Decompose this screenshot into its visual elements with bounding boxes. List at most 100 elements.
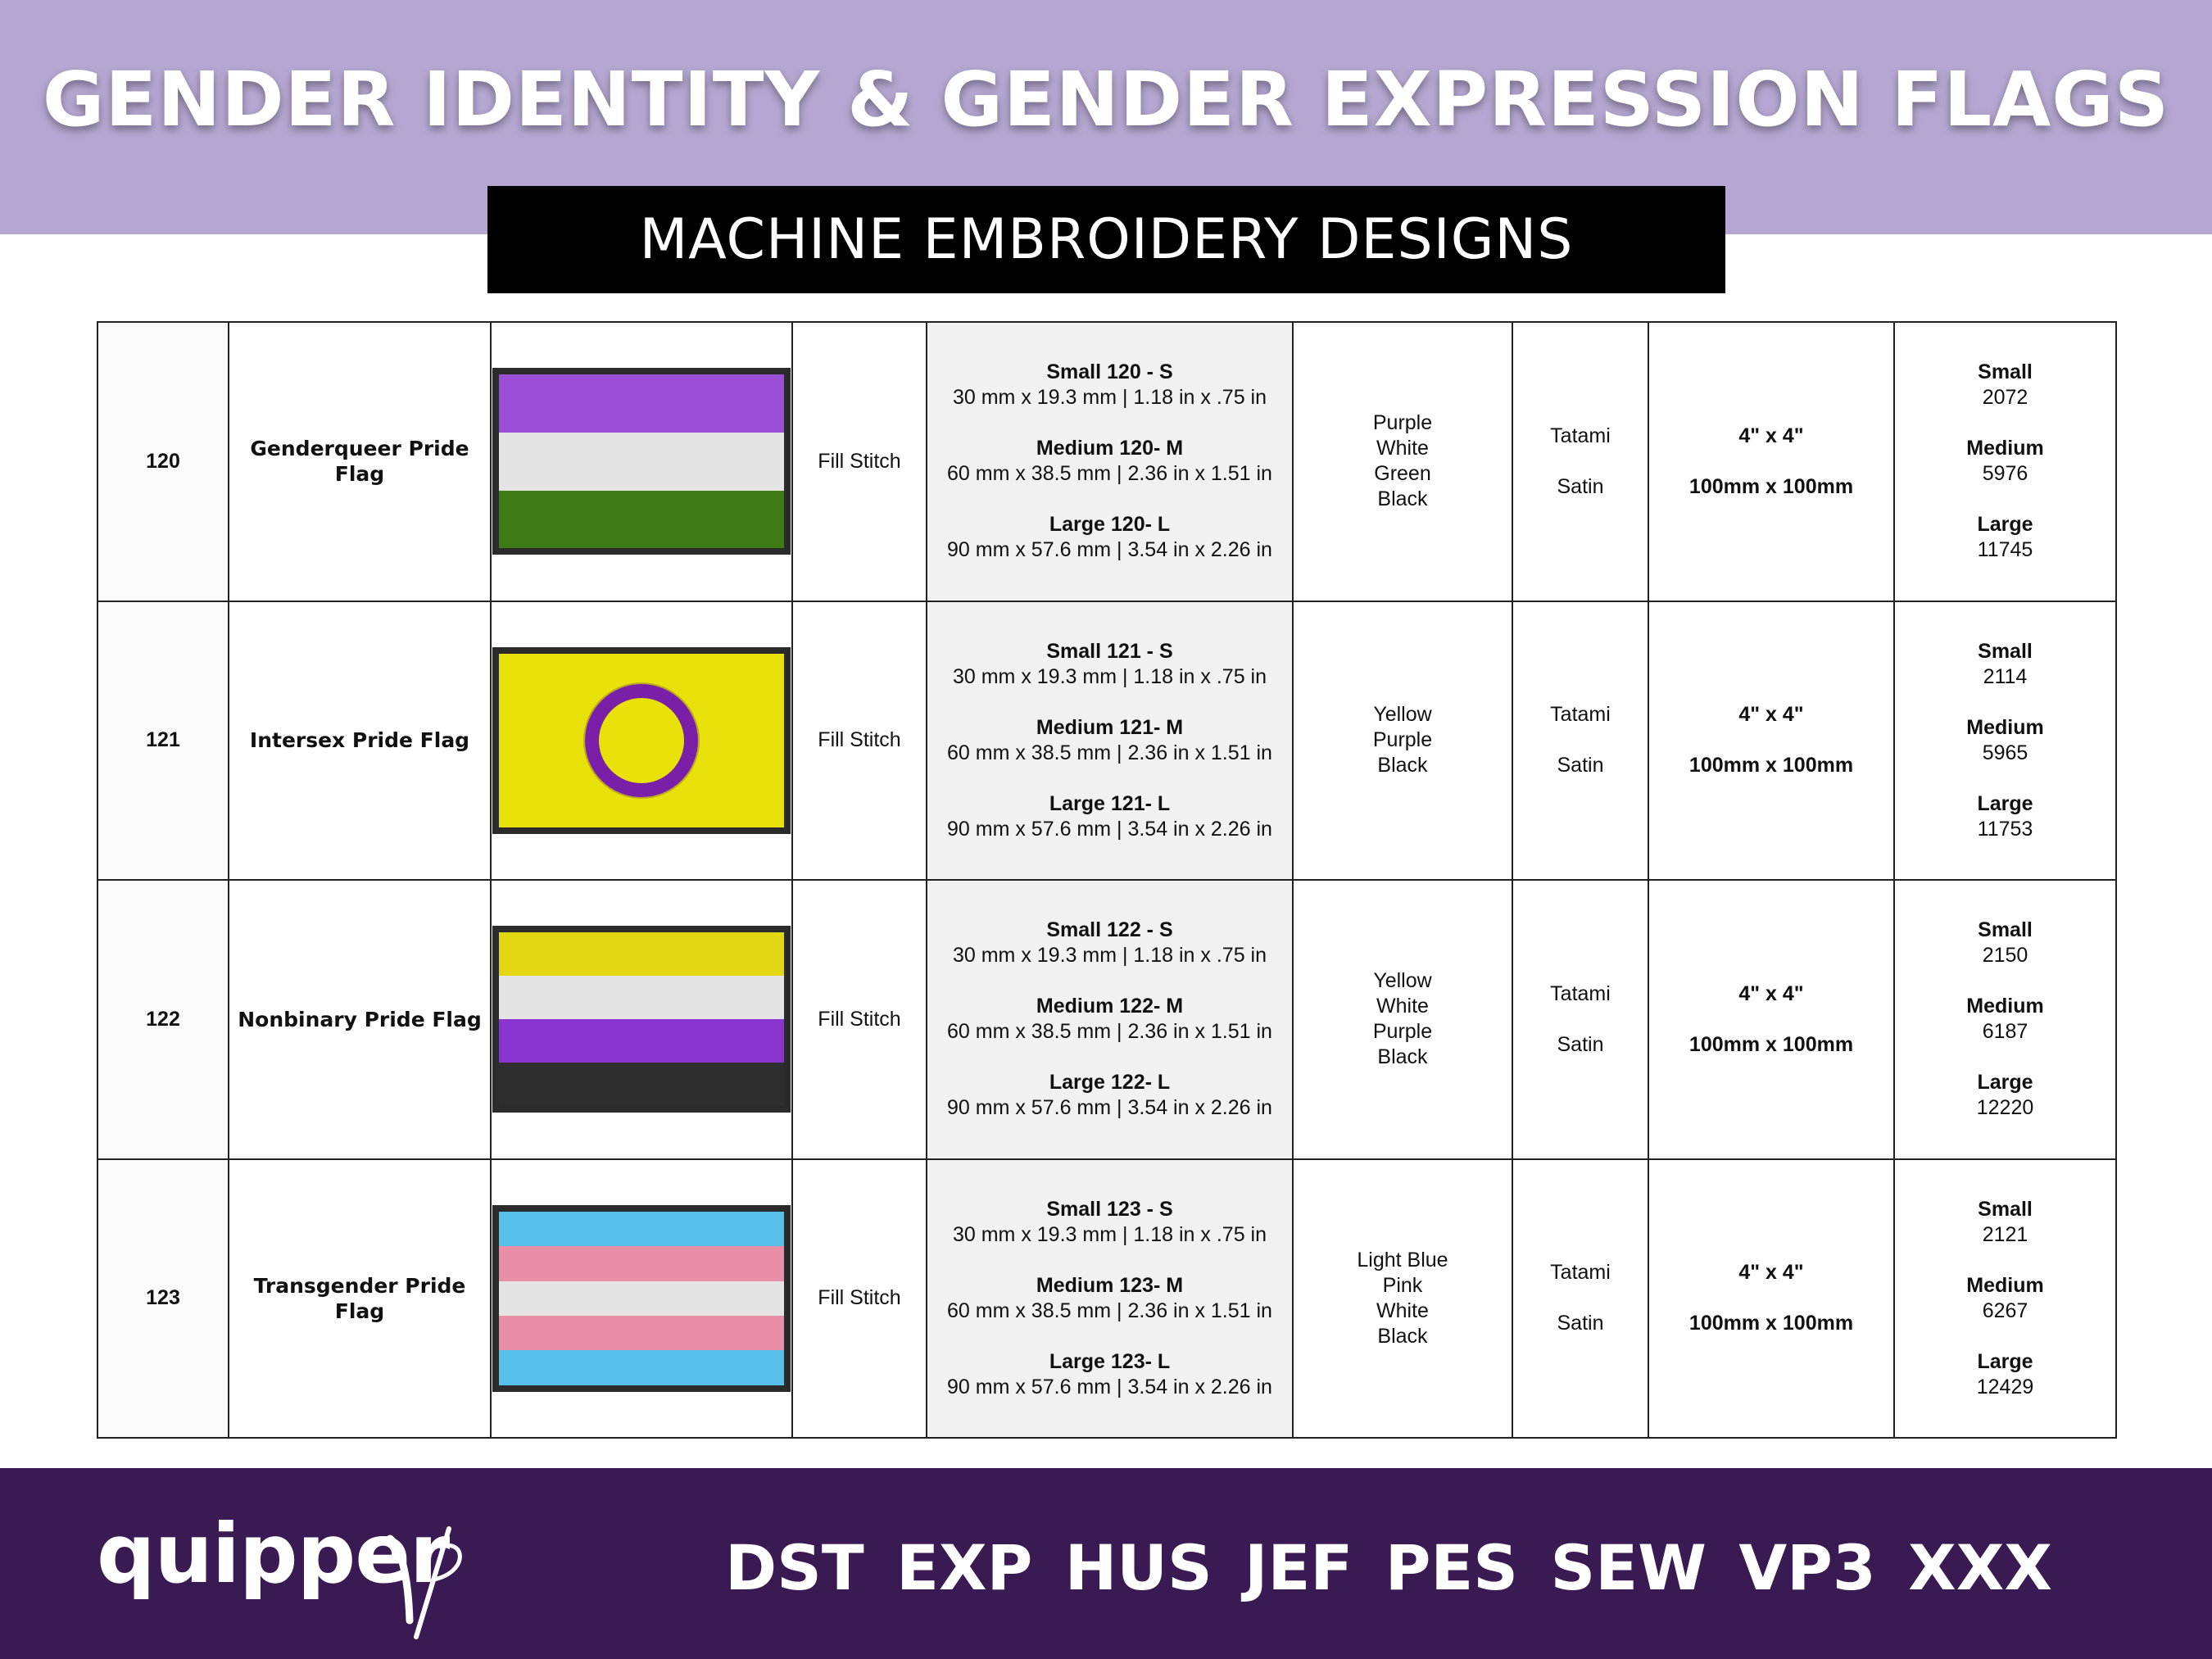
flag-image-cell <box>490 600 793 881</box>
fill-type-satin: Satin <box>1557 1312 1604 1335</box>
design-id: 120 <box>97 321 229 602</box>
fill-type-satin: Satin <box>1557 1032 1604 1056</box>
thread-color: Green <box>1374 462 1431 486</box>
size-large-dims: 90 mm x 57.6 mm | 3.54 in x 2.26 in <box>947 1096 1272 1120</box>
hoop-size-mm: 100mm x 100mm <box>1688 474 1854 498</box>
hoop-size-inches: 4" x 4" <box>1738 703 1804 727</box>
hoop-size: 4" x 4" 100mm x 100mm <box>1648 1158 1895 1439</box>
size-large-dims: 90 mm x 57.6 mm | 3.54 in x 2.26 in <box>947 817 1272 841</box>
footer-banner <box>0 1468 2212 1659</box>
page-title: GENDER IDENTITY & GENDER EXPRESSION FLAG… <box>42 56 2170 143</box>
count-small-label: Small <box>1978 360 2033 384</box>
stitch-type: Fill Stitch <box>791 879 927 1160</box>
thread-colors: Yellow Purple Black <box>1292 600 1513 881</box>
thread-color: Purple <box>1372 1020 1433 1044</box>
flag-image-cell <box>490 879 793 1160</box>
size-medium-dims: 60 mm x 38.5 mm | 2.36 in x 1.51 in <box>947 741 1272 764</box>
stitch-type: Fill Stitch <box>791 1158 927 1439</box>
flag-stripe <box>499 1211 784 1247</box>
size-large-title: Large 122- L <box>1049 1071 1171 1095</box>
flag-stripe <box>499 1315 784 1351</box>
quippery-logo: quipper <box>97 1506 450 1602</box>
hoop-size-mm: 100mm x 100mm <box>1688 754 1854 777</box>
flag-stripe <box>499 1350 784 1385</box>
flag-ring <box>585 683 698 797</box>
format-exp: EXP <box>896 1530 1033 1604</box>
format-xxx: XXX <box>1908 1530 2052 1604</box>
size-medium-dims: 60 mm x 38.5 mm | 2.36 in x 1.51 in <box>947 1020 1272 1044</box>
hoop-size: 4" x 4" 100mm x 100mm <box>1648 600 1895 881</box>
size-cell: Small 120 - S 30 mm x 19.3 mm | 1.18 in x… <box>926 321 1294 602</box>
format-hus: HUS <box>1064 1530 1213 1604</box>
count-large: 11745 <box>1977 538 2033 562</box>
count-medium-label: Medium <box>1966 437 2044 460</box>
thread-color: White <box>1376 995 1429 1018</box>
flag-stripe <box>499 1019 784 1063</box>
thread-color: White <box>1376 1299 1429 1322</box>
format-vp3: VP3 <box>1738 1530 1876 1604</box>
stitch-counts: Small 2114 Medium 5965 Large 11753 <box>1893 600 2117 881</box>
size-medium-title: Medium 120- M <box>1036 437 1184 460</box>
hoop-size-mm: 100mm x 100mm <box>1688 1312 1854 1335</box>
count-small-label: Small <box>1978 639 2033 663</box>
flag-stripe <box>499 932 784 977</box>
size-small-title: Small 121 - S <box>1046 639 1173 663</box>
count-large-label: Large <box>1977 791 2033 815</box>
flag-name: Transgender Pride Flag <box>228 1158 492 1439</box>
fill-type-satin: Satin <box>1557 754 1604 777</box>
count-small: 2072 <box>1982 386 2028 410</box>
size-cell: Small 122 - S 30 mm x 19.3 mm | 1.18 in x… <box>926 879 1294 1160</box>
count-medium: 5976 <box>1982 462 2028 486</box>
size-large-title: Large 121- L <box>1049 791 1171 815</box>
hoop-size-mm: 100mm x 100mm <box>1688 1032 1854 1056</box>
flag-stripe <box>499 1063 784 1107</box>
size-medium-title: Medium 122- M <box>1036 995 1184 1018</box>
table-row: 123 Transgender Pride Flag Fill Stitch Smal… <box>97 1158 2117 1439</box>
count-large: 12429 <box>1976 1375 2034 1398</box>
stitch-type: Fill Stitch <box>791 321 927 602</box>
flag-stripe <box>499 374 784 433</box>
design-id: 123 <box>97 1158 229 1439</box>
thread-colors: Light Blue Pink White Black <box>1292 1158 1513 1439</box>
hoop-size: 4" x 4" 100mm x 100mm <box>1648 321 1895 602</box>
flags-table: 120 Genderqueer Pride Flag Fill Stitch Smal… <box>97 321 2117 1439</box>
format-dst: DST <box>725 1530 864 1604</box>
fill-type-tatami: Tatami <box>1550 424 1611 447</box>
count-small-label: Small <box>1978 918 2033 942</box>
hoop-size-inches: 4" x 4" <box>1738 424 1804 447</box>
size-medium-title: Medium 123- M <box>1036 1273 1184 1297</box>
flag-stripe <box>499 490 784 549</box>
hoop-size-inches: 4" x 4" <box>1738 981 1804 1005</box>
hoop-size-inches: 4" x 4" <box>1738 1261 1804 1285</box>
flag-name: Intersex Pride Flag <box>228 600 492 881</box>
count-small-label: Small <box>1978 1197 2033 1221</box>
count-medium-label: Medium <box>1966 995 2044 1018</box>
file-formats: DST EXP HUS JEF PES SEW VP3 XXX <box>725 1522 2052 1612</box>
fill-type-tatami: Tatami <box>1550 1261 1611 1285</box>
count-small: 2121 <box>1982 1222 2028 1246</box>
needle-icon <box>386 1526 462 1639</box>
stitch-counts: Small 2072 Medium 5976 Large 11745 <box>1893 321 2117 602</box>
table-row: 121 Intersex Pride Flag Fill Stitch Small 1… <box>97 600 2117 881</box>
thread-color: Light Blue <box>1357 1248 1448 1271</box>
flag-name: Nonbinary Pride Flag <box>228 879 492 1160</box>
size-small-dims: 30 mm x 19.3 mm | 1.18 in x .75 in <box>952 944 1267 968</box>
design-id: 121 <box>97 600 229 881</box>
flag-image <box>492 368 791 555</box>
count-large-label: Large <box>1977 1071 2033 1095</box>
count-large: 11753 <box>1977 817 2033 841</box>
stitch-counts: Small 2150 Medium 6187 Large 12220 <box>1893 879 2117 1160</box>
thread-color: Purple <box>1372 411 1433 435</box>
thread-color: Black <box>1377 754 1428 777</box>
subtitle-bar: MACHINE EMBROIDERY DESIGNS <box>487 186 1725 293</box>
size-small-title: Small 120 - S <box>1046 360 1173 384</box>
fill-type-tatami: Tatami <box>1550 981 1611 1005</box>
size-cell: Small 121 - S 30 mm x 19.3 mm | 1.18 in x… <box>926 600 1294 881</box>
thread-color: Yellow <box>1373 703 1432 727</box>
size-medium-dims: 60 mm x 38.5 mm | 2.36 in x 1.51 in <box>947 462 1272 486</box>
size-cell: Small 123 - S 30 mm x 19.3 mm | 1.18 in x… <box>926 1158 1294 1439</box>
fill-types: Tatami Satin <box>1512 1158 1649 1439</box>
size-large-title: Large 120- L <box>1049 513 1171 537</box>
flag-image-cell <box>490 321 793 602</box>
flag-stripe <box>499 1246 784 1281</box>
